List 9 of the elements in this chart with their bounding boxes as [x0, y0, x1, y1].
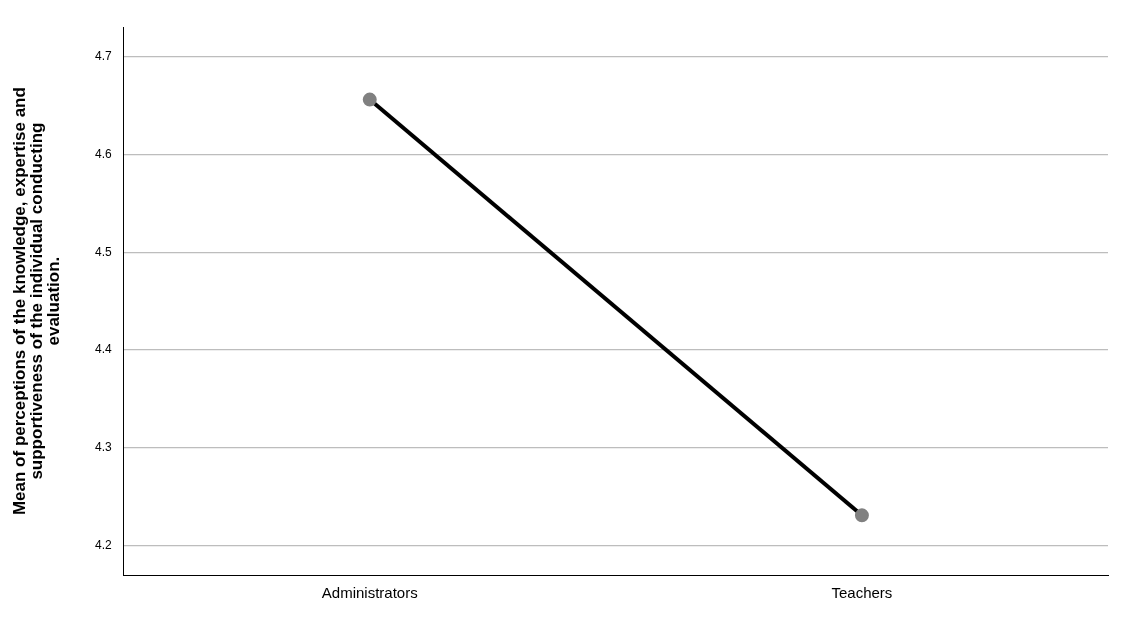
x-tick-label: Administrators [321, 584, 418, 602]
y-tick-label: 4.5 [94, 244, 112, 259]
y-tick-label: 4.3 [94, 440, 112, 455]
y-axis-title: Mean of perceptions of the knowledge, expertise and supportiveness of the individual conducting evaluation. [10, 87, 64, 516]
y-tick-label: 4.7 [94, 48, 112, 63]
y-tick-label: 4.4 [94, 342, 112, 357]
y-tick-label: 4.2 [94, 537, 112, 552]
x-tick-label: Teachers [831, 584, 893, 602]
y-tick-label: 4.6 [94, 146, 112, 161]
